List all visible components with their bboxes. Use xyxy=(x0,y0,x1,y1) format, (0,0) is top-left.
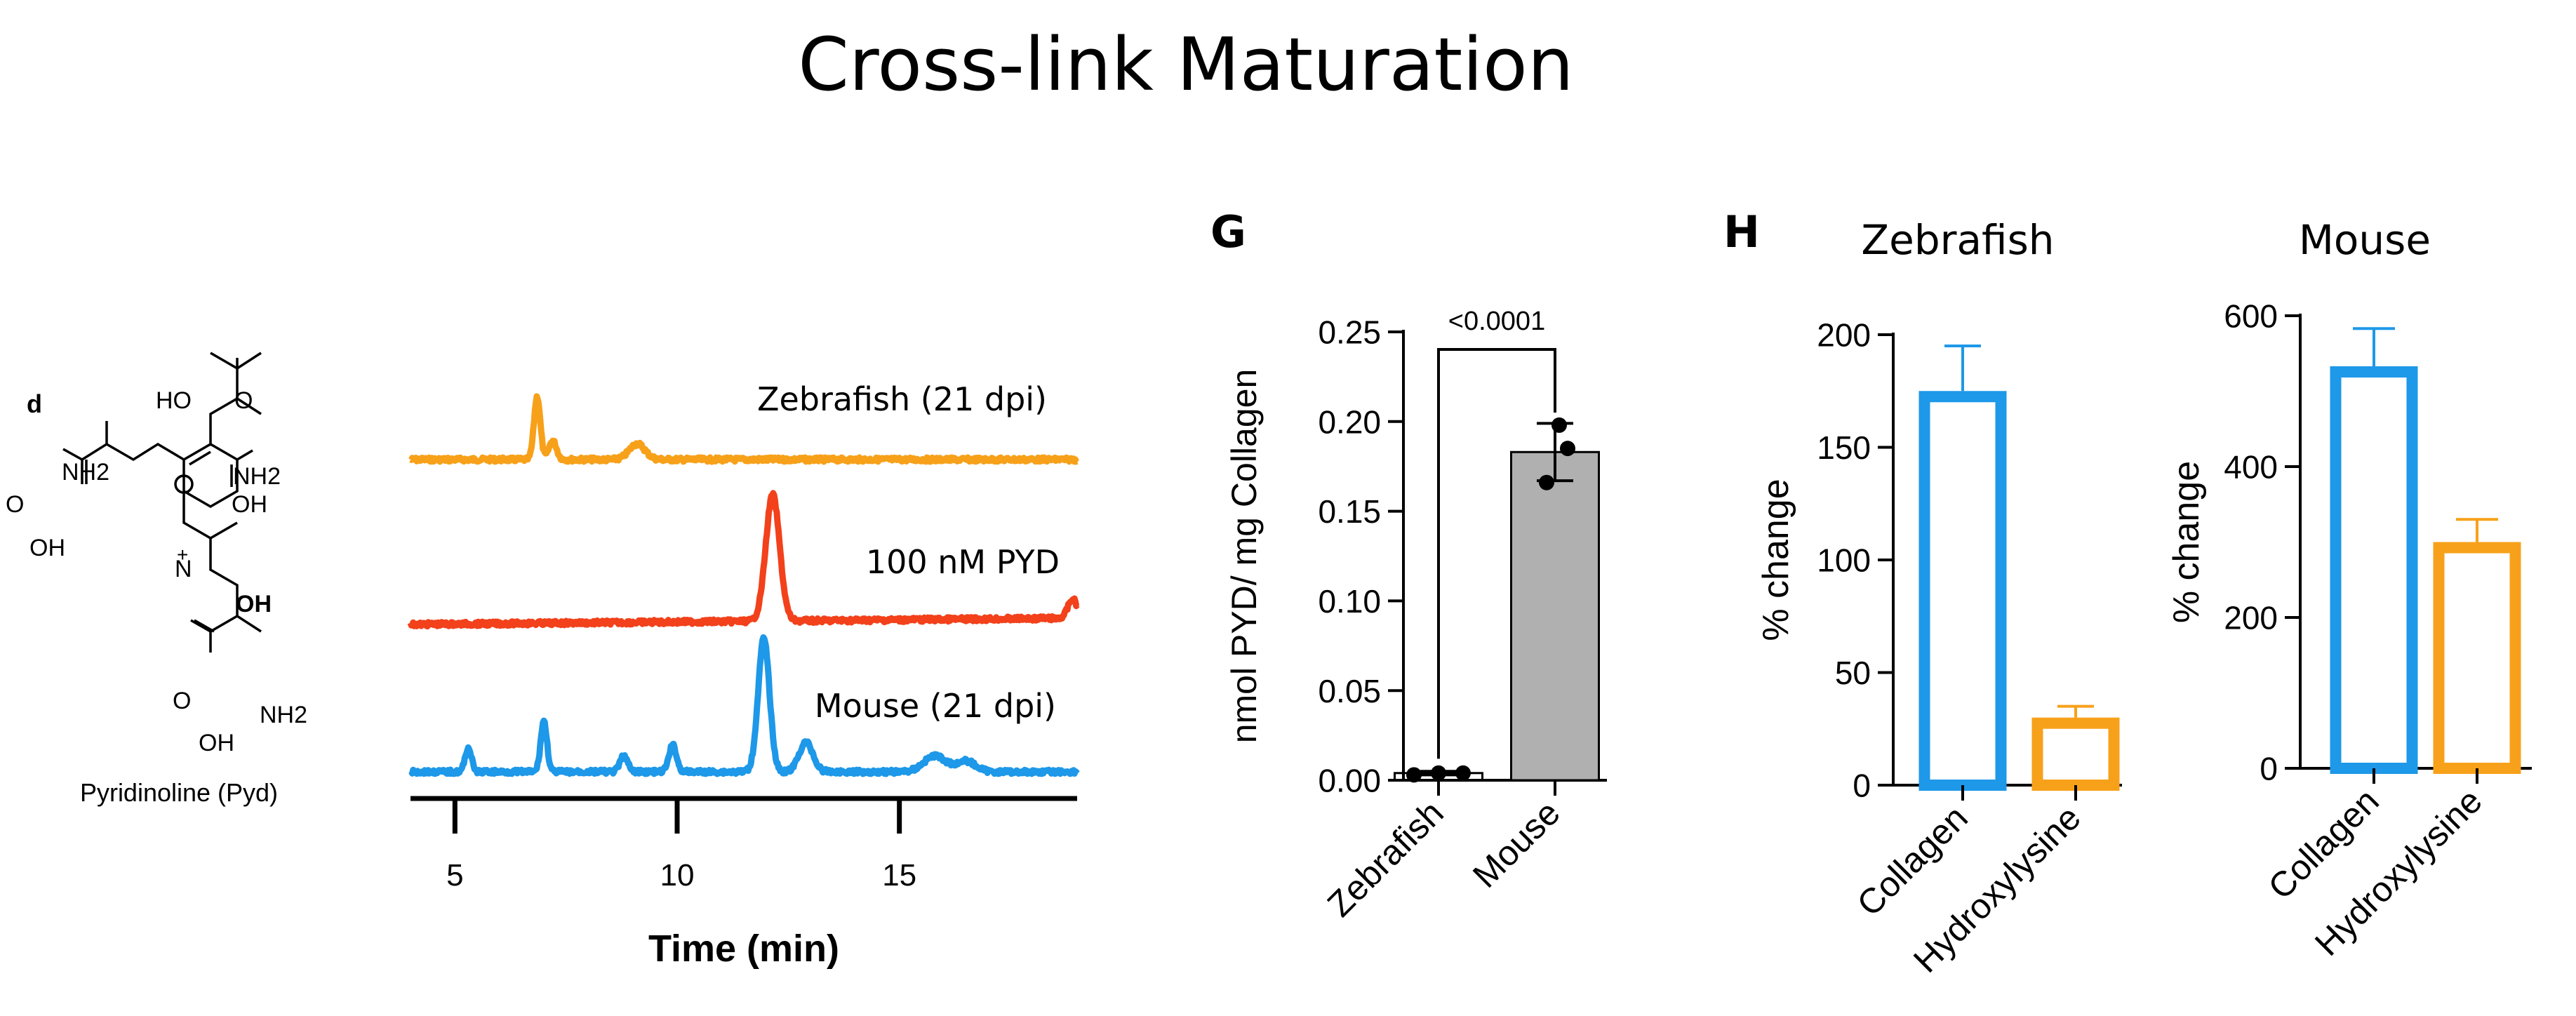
data-point xyxy=(1431,765,1446,781)
chromatogram-trace xyxy=(408,634,1080,777)
bar xyxy=(2330,366,2418,774)
atom-label: O xyxy=(173,688,191,714)
atom-label: OH xyxy=(232,491,267,518)
bar xyxy=(2031,717,2120,791)
trace-label: Zebrafish (21 dpi) xyxy=(757,380,1047,418)
pyridinoline-structure xyxy=(62,352,262,653)
atom-label: O xyxy=(234,387,253,414)
y-tick-label: 200 xyxy=(2224,600,2278,636)
x-category-label: Mouse xyxy=(1465,793,1568,895)
significance-bracket xyxy=(1437,348,1556,759)
trace-label: 100 nM PYD xyxy=(866,543,1060,581)
atom-label: OH xyxy=(29,535,65,561)
y-tick-label: 0.10 xyxy=(1318,583,1381,620)
chromatogram-panel: Zebrafish (21 dpi) 100 nM PYD Mouse (21 dp… xyxy=(407,380,1080,970)
structure-panel-letter: d xyxy=(27,389,42,418)
panel-letter: G xyxy=(1210,206,1246,258)
y-tick-label: 100 xyxy=(1817,542,1871,579)
atom-label: NH2 xyxy=(62,459,109,486)
bar xyxy=(1510,450,1600,782)
y-axis-title: nmol PYD/ mg Collagen xyxy=(1224,369,1264,744)
x-category-label: Zebrafish xyxy=(1320,793,1451,924)
data-point xyxy=(1455,765,1471,781)
data-point xyxy=(1406,767,1422,783)
y-tick-label: 0.25 xyxy=(1318,314,1381,351)
chart-title: Zebrafish xyxy=(1861,216,2054,264)
chromatogram-trace xyxy=(408,393,1080,465)
structure-labels: d HO O NH2 NH2 O OH OH N OH O NH2 OH + P… xyxy=(6,387,307,807)
atom-label: N xyxy=(175,556,192,582)
trace-label: Mouse (21 dpi) xyxy=(815,687,1056,725)
atom-label: HO xyxy=(156,387,192,414)
panel-letter: H xyxy=(1723,206,1760,258)
structure-caption: Pyridinoline (Pyd) xyxy=(80,778,278,807)
data-point xyxy=(1539,474,1554,490)
atom-label: O xyxy=(6,491,24,518)
x-tick-label: 5 xyxy=(446,858,463,893)
data-point xyxy=(1560,441,1575,457)
y-tick-label: 0 xyxy=(2260,751,2278,787)
y-tick-label: 0.05 xyxy=(1318,673,1381,709)
bar xyxy=(1918,391,2007,791)
atom-label: NH2 xyxy=(260,702,307,728)
ring-charge: + xyxy=(177,544,188,566)
chromatogram-trace xyxy=(407,490,1080,630)
x-tick-label: 15 xyxy=(882,858,916,893)
y-tick-label: 0 xyxy=(1853,768,1871,804)
significance-label: <0.0001 xyxy=(1448,307,1545,336)
y-tick-label: 0.15 xyxy=(1318,493,1381,530)
chart-title: Mouse xyxy=(2299,216,2431,264)
y-tick-label: 150 xyxy=(1817,429,1871,466)
bar xyxy=(2433,542,2521,774)
panel-g-chart: G 0.00 0.05 0.10 0.15 0.20 0.25 nmol PYD/ mg Co… xyxy=(1210,206,1607,924)
atom-label: OH xyxy=(236,591,272,617)
y-tick-label: 600 xyxy=(2224,298,2278,335)
x-axis-title: Time (min) xyxy=(648,928,839,970)
y-tick-label: 0.20 xyxy=(1318,403,1381,440)
atom-label: OH xyxy=(199,730,234,756)
data-point xyxy=(1551,417,1567,433)
atom-label: NH2 xyxy=(233,463,281,490)
y-tick-label: 200 xyxy=(1817,317,1871,354)
y-tick-label: 50 xyxy=(1835,655,1871,691)
y-axis-title: % change xyxy=(1756,479,1796,641)
page-title: Cross-link Maturation xyxy=(798,22,1573,107)
y-tick-label: 0.00 xyxy=(1318,763,1381,799)
y-tick-label: 400 xyxy=(2224,449,2278,486)
x-tick-label: 10 xyxy=(660,858,695,893)
y-axis-title: % change xyxy=(2166,461,2207,623)
